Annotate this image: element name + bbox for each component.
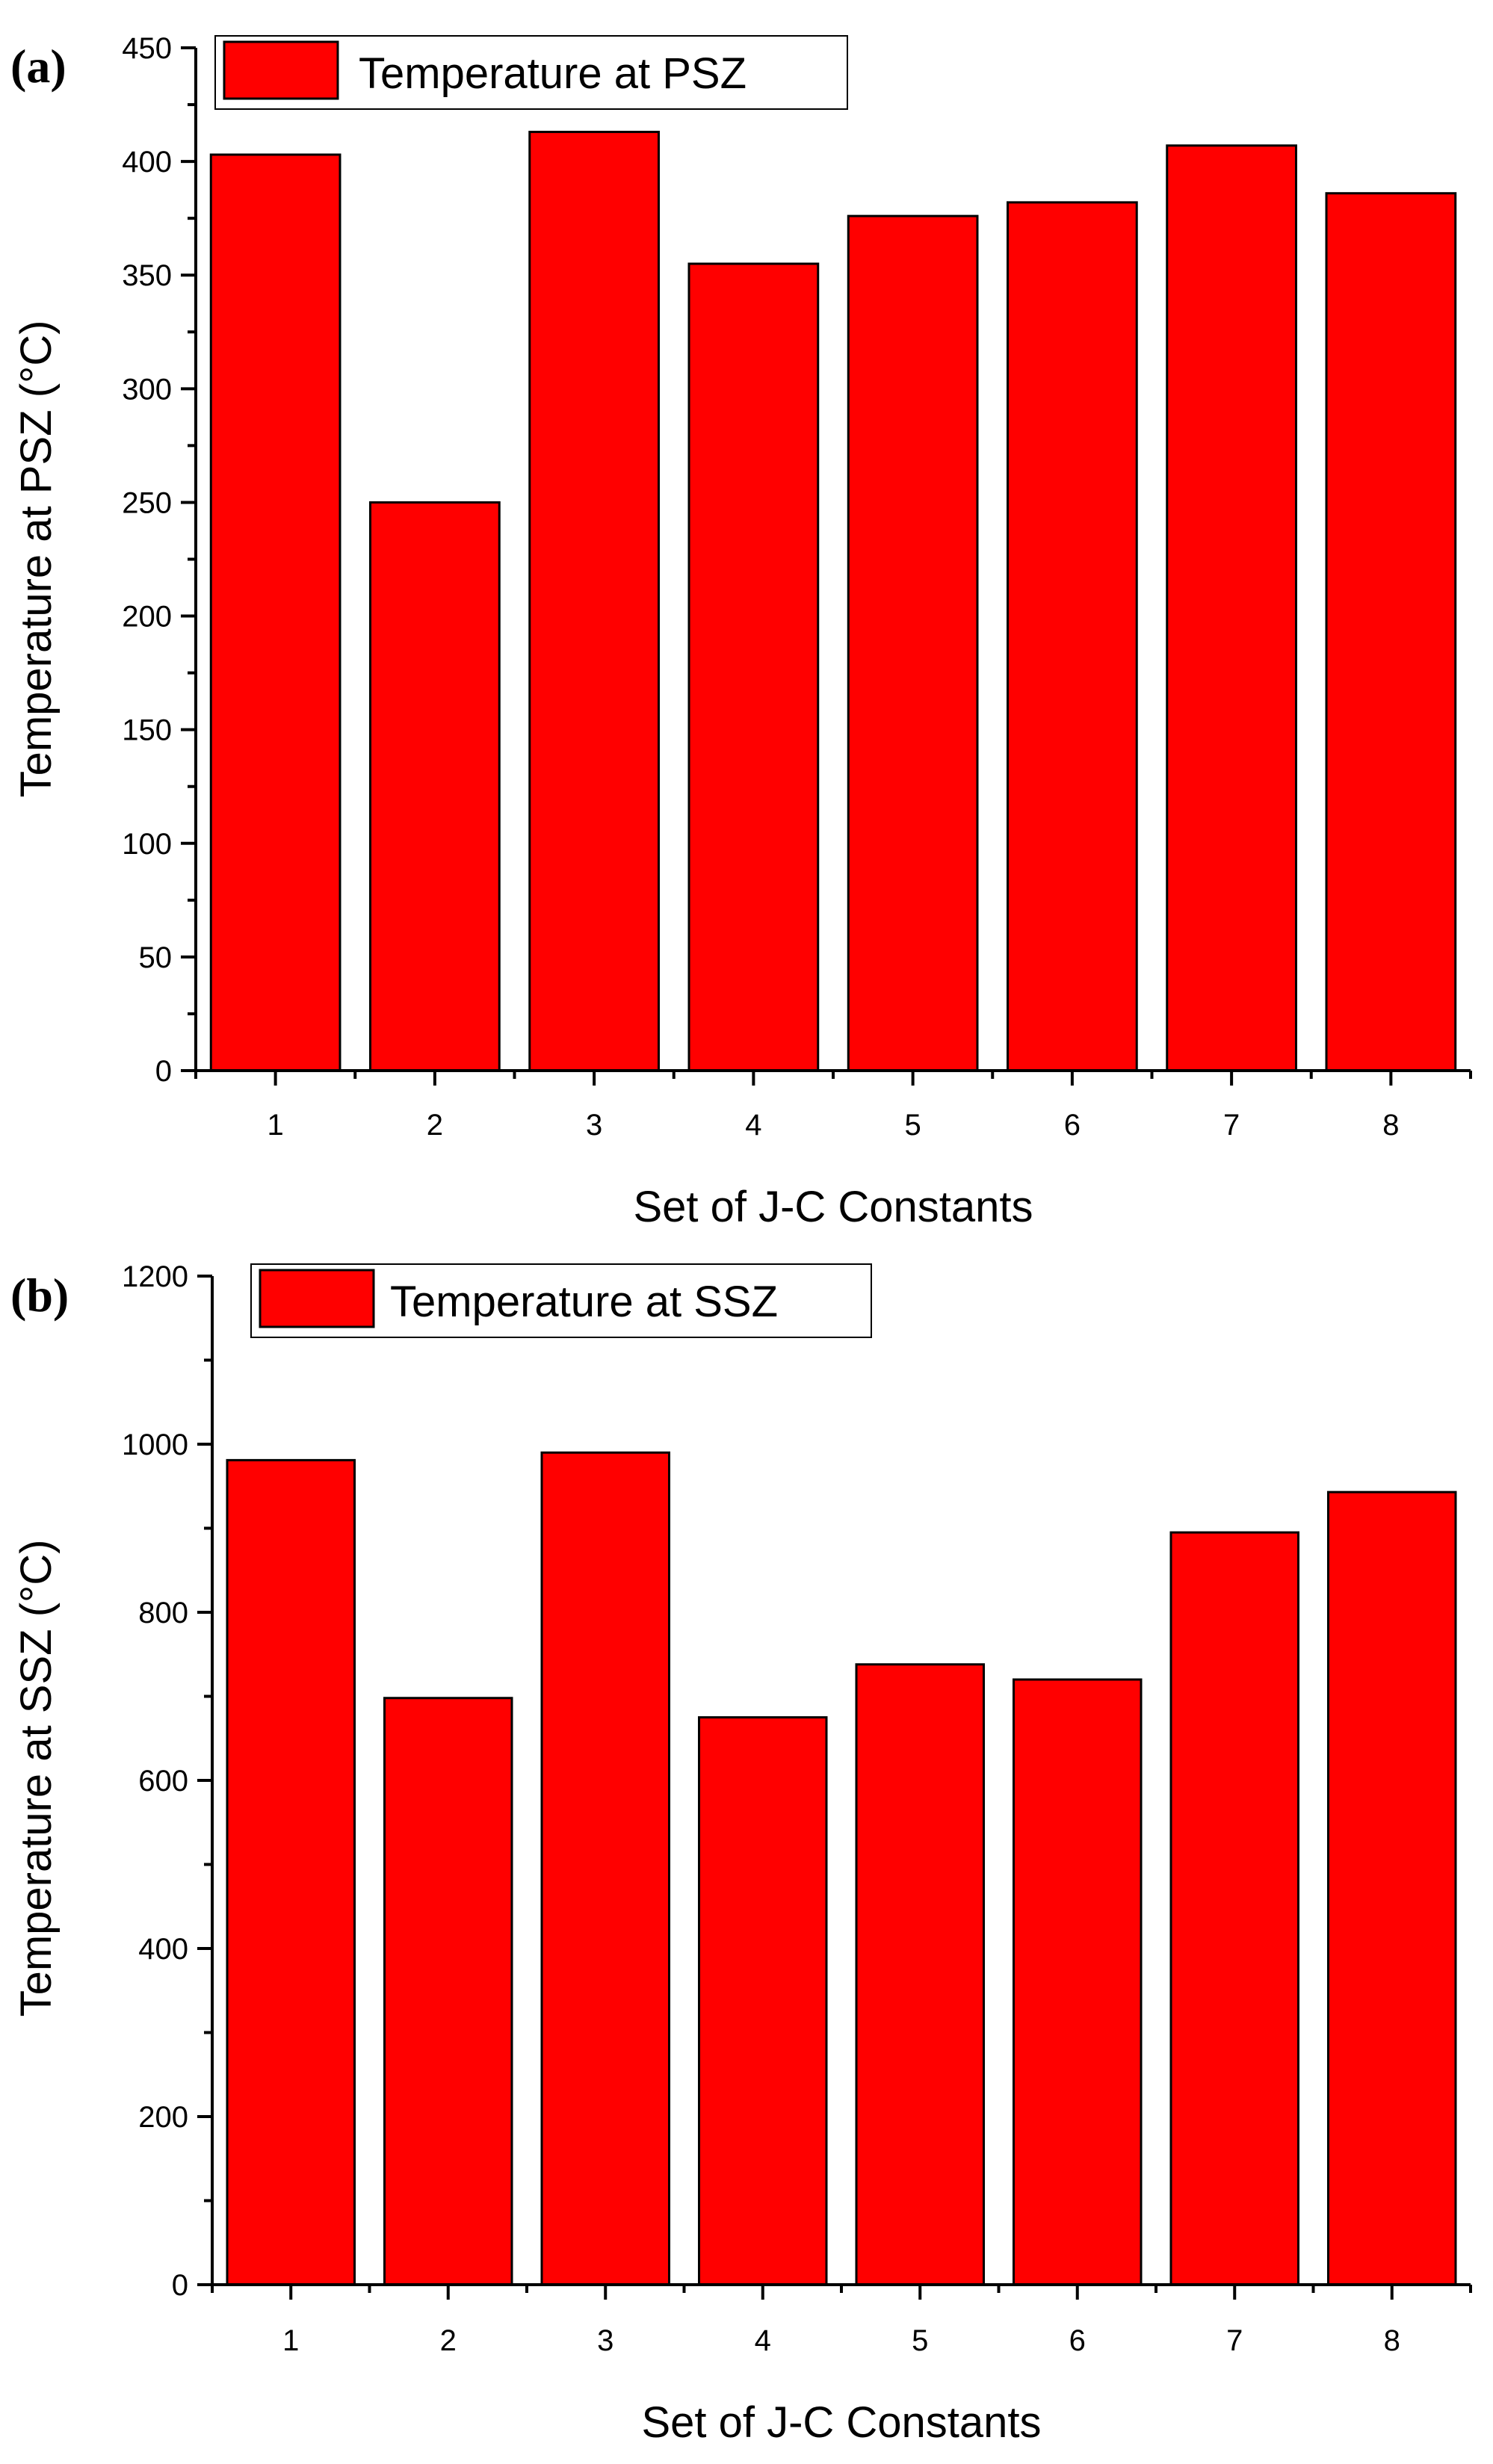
x-tick-label: 7 (1226, 2324, 1243, 2357)
x-axis-title: Set of J-C Constants (633, 1183, 1033, 1231)
bar-4 (687, 262, 820, 1072)
y-tick-label: 50 (139, 941, 173, 974)
y-tick-label: 350 (122, 259, 172, 292)
legend-label: Temperature at PSZ (359, 49, 746, 98)
legend-swatch (259, 1269, 375, 1328)
y-tick-label: 450 (122, 32, 172, 65)
x-tick-label: 3 (586, 1109, 602, 1142)
y-tick-label: 200 (138, 2101, 188, 2134)
y-tick-label: 250 (122, 486, 172, 519)
legend-label: Temperature at SSZ (390, 1278, 778, 1326)
y-tick-label: 800 (138, 1597, 188, 1629)
bar-6 (1012, 1678, 1143, 2286)
bar-6 (1007, 201, 1138, 1072)
y-tick-label: 1000 (122, 1428, 188, 1461)
y-tick-label: 300 (122, 373, 172, 406)
x-tick-label: 1 (282, 2324, 299, 2357)
bar-5 (855, 1663, 986, 2286)
bar-7 (1169, 1531, 1300, 2286)
x-axis-title: Set of J-C Constants (641, 2398, 1041, 2447)
bar-3 (540, 1451, 671, 2286)
x-tick-label: 3 (597, 2324, 613, 2357)
x-tick-label: 2 (440, 2324, 457, 2357)
y-axis-title: Temperature at PSZ (°C) (12, 321, 61, 798)
y-tick-label: 1200 (122, 1260, 188, 1293)
x-tick-label: 6 (1069, 2324, 1086, 2357)
x-tick-label: 8 (1384, 2324, 1400, 2357)
bar-7 (1166, 144, 1297, 1072)
panel-label: (b) (10, 1269, 69, 1322)
panel-b: 0 200 400 600 800 1000 1200 1 2 3 4 5 6 7 8 Set of J-C … (10, 1260, 1472, 2447)
legend-swatch (223, 40, 339, 100)
x-tick-label: 4 (745, 1109, 761, 1142)
x-tick-label: 5 (905, 1109, 921, 1142)
y-tick-label: 150 (122, 714, 172, 747)
y-tick-label: 400 (122, 146, 172, 179)
x-tick-label: 8 (1382, 1109, 1399, 1142)
y-tick-label: 200 (122, 601, 172, 634)
bar-4 (697, 1716, 828, 2286)
y-tick-label: 100 (122, 828, 172, 861)
x-tick-label: 1 (268, 1109, 284, 1142)
x-tick-label: 5 (912, 2324, 928, 2357)
x-tick-label: 2 (427, 1109, 443, 1142)
bar-2 (369, 501, 501, 1072)
bar-3 (528, 131, 660, 1072)
panel-label: (a) (10, 40, 67, 93)
x-tick-label: 4 (755, 2324, 771, 2357)
panel-a: 0 50 100 150 200 250 300 350 400 450 1 2 3 4 5 6 7 8 Set o… (10, 32, 1472, 1231)
bar-2 (383, 1697, 513, 2286)
bar-1 (226, 1458, 356, 2286)
y-tick-label: 0 (172, 2269, 188, 2302)
y-tick-label: 0 (155, 1055, 172, 1088)
y-axis-title: Temperature at SSZ (°C) (12, 1540, 61, 2017)
x-tick-label: 7 (1223, 1109, 1240, 1142)
y-tick-label: 400 (138, 1933, 188, 1966)
y-tick-label: 600 (138, 1765, 188, 1798)
bar-8 (1325, 192, 1457, 1072)
bar-5 (847, 214, 979, 1072)
bar-1 (209, 153, 341, 1072)
bar-8 (1326, 1491, 1457, 2286)
x-tick-label: 6 (1064, 1109, 1081, 1142)
